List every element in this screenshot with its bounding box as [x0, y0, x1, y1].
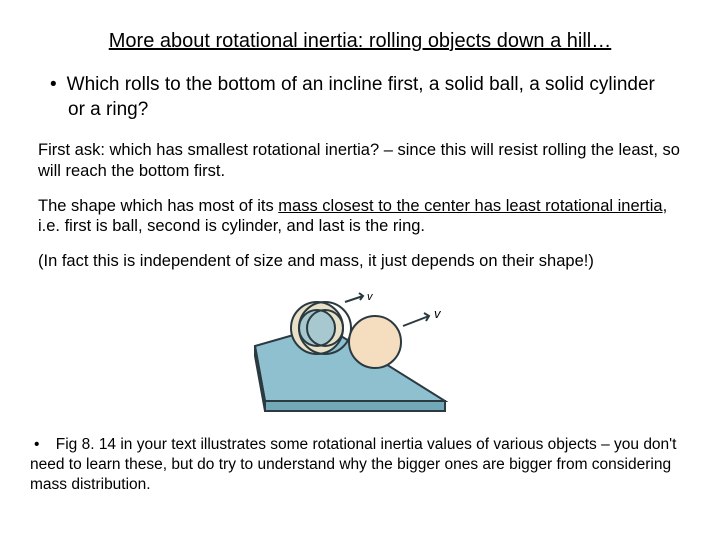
ramp-front-face	[265, 401, 445, 411]
para2-lead: The shape which has most of its	[38, 197, 278, 215]
svg-text:v: v	[434, 306, 442, 321]
explanation-para-2: The shape which has most of its mass clo…	[38, 196, 690, 237]
velocity-arrow-ball: v	[403, 306, 442, 326]
svg-text:v: v	[367, 291, 374, 303]
page-title: More about rotational inertia: rolling o…	[30, 30, 690, 53]
velocity-arrow-ring: v	[345, 291, 374, 303]
incline-diagram-svg: v v	[245, 286, 475, 416]
ball-shape	[349, 316, 401, 368]
para2-underlined: mass closest to the center has least rot…	[278, 197, 662, 215]
main-question: • Which rolls to the bottom of an incline…	[50, 73, 660, 122]
figure-incline: v v	[30, 286, 690, 421]
bullet-mark: •	[34, 436, 39, 453]
footnote-para: • Fig 8. 14 in your text illustrates som…	[30, 435, 690, 495]
question-text: Which rolls to the bottom of an incline …	[67, 74, 655, 120]
bullet-mark: •	[50, 74, 57, 95]
explanation-para-1: First ask: which has smallest rotational…	[38, 140, 690, 181]
footnote-text: Fig 8. 14 in your text illustrates some …	[30, 436, 676, 493]
explanation-para-3: (In fact this is independent of size and…	[38, 251, 690, 272]
